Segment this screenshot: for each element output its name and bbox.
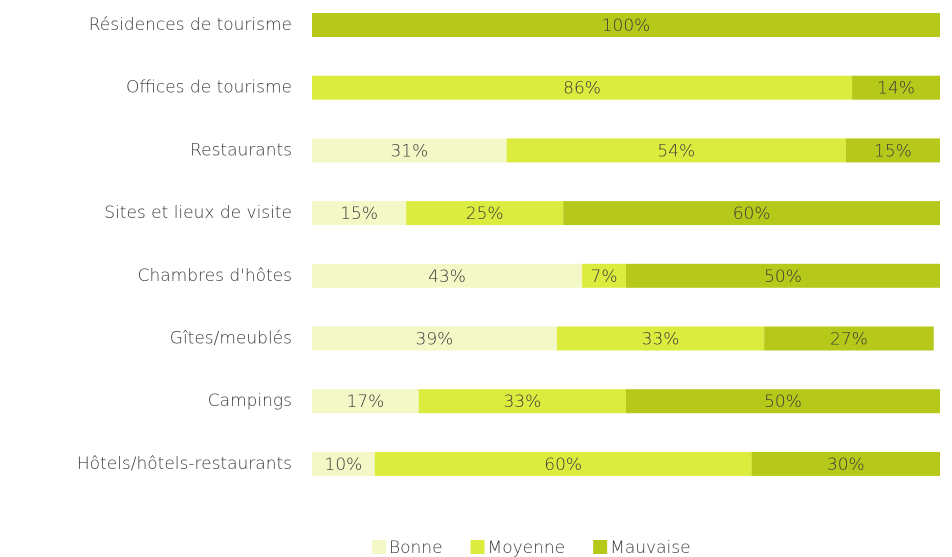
category-label: Restaurants bbox=[190, 140, 292, 160]
legend-swatch bbox=[372, 540, 386, 554]
value-label: 100% bbox=[602, 16, 651, 36]
bar-segment bbox=[506, 138, 846, 163]
bar-segment bbox=[312, 138, 507, 163]
value-label: 15% bbox=[340, 204, 378, 224]
value-label: 7% bbox=[591, 267, 618, 287]
bar-segment bbox=[312, 75, 853, 100]
value-label: 39% bbox=[416, 330, 454, 350]
value-label: 15% bbox=[874, 141, 912, 161]
value-label: 25% bbox=[466, 204, 504, 224]
value-label: 60% bbox=[733, 204, 771, 224]
category-label: Résidences de tourisme bbox=[89, 15, 292, 35]
bar-segment bbox=[312, 389, 419, 414]
bar-segment bbox=[312, 201, 407, 226]
value-label: 50% bbox=[764, 392, 802, 412]
category-label: Chambres d'hôtes bbox=[138, 266, 292, 286]
bar-segment bbox=[406, 201, 564, 226]
value-label: 50% bbox=[764, 267, 802, 287]
value-label: 86% bbox=[563, 79, 601, 99]
category-label: Offices de tourisme bbox=[126, 78, 292, 98]
category-label: Hôtels/hôtels-restaurants bbox=[77, 454, 292, 474]
bar-segment bbox=[751, 451, 940, 476]
value-label: 33% bbox=[503, 392, 541, 412]
bar-segment bbox=[312, 451, 375, 476]
category-label: Campings bbox=[208, 391, 292, 411]
bar-segment bbox=[556, 326, 765, 351]
bar-segment bbox=[582, 263, 626, 288]
bar-segment bbox=[852, 75, 940, 100]
bar-segment bbox=[312, 13, 940, 37]
category-label: Sites et lieux de visite bbox=[104, 203, 292, 223]
bar-segment bbox=[764, 326, 934, 351]
bar-segment bbox=[312, 326, 557, 351]
category-label: Gîtes/meublés bbox=[170, 329, 292, 349]
bar-segment bbox=[374, 451, 752, 476]
value-label: 30% bbox=[827, 455, 865, 475]
bar-segment bbox=[626, 389, 940, 414]
bar-segment bbox=[845, 138, 940, 163]
value-label: 14% bbox=[877, 79, 915, 99]
value-label: 27% bbox=[830, 330, 868, 350]
legend-swatch bbox=[470, 540, 485, 554]
value-label: 31% bbox=[390, 141, 428, 161]
value-label: 17% bbox=[346, 392, 384, 412]
value-label: 10% bbox=[325, 455, 363, 475]
legend-label: Moyenne bbox=[488, 538, 566, 557]
bar-segment bbox=[418, 389, 626, 414]
value-label: 54% bbox=[657, 141, 695, 161]
legend-label: Mauvaise bbox=[610, 538, 690, 557]
value-label: 60% bbox=[544, 455, 582, 475]
bar-segment bbox=[626, 263, 940, 288]
value-label: 33% bbox=[642, 330, 680, 350]
value-label: 43% bbox=[428, 267, 466, 287]
bar-segment bbox=[563, 201, 940, 226]
bar-segment bbox=[312, 263, 583, 288]
legend-swatch bbox=[593, 540, 608, 554]
legend-label: Bonne bbox=[389, 538, 443, 557]
